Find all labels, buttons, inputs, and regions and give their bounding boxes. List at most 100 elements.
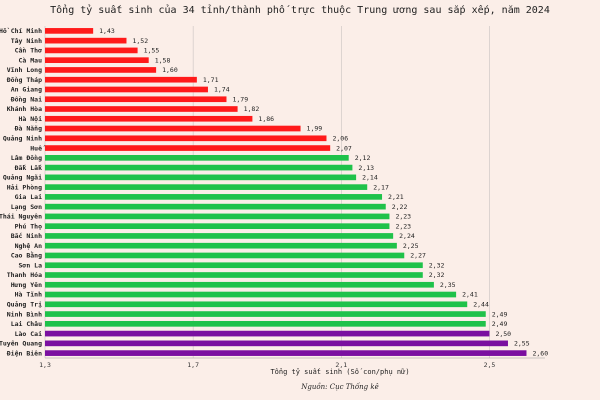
category-label: Hà Nội <box>19 114 43 123</box>
bar <box>45 135 327 142</box>
value-label: 2,32 <box>429 261 445 269</box>
bar <box>45 67 157 73</box>
value-label: 2,23 <box>395 213 411 221</box>
category-label: Phú Thọ <box>15 222 42 230</box>
bar <box>45 330 490 337</box>
bar <box>45 37 127 44</box>
value-label: 2,49 <box>492 310 508 318</box>
category-label: Ninh Bình <box>7 310 42 318</box>
category-label: Khánh Hòa <box>7 105 42 113</box>
category-label: Cần Thơ <box>15 47 42 55</box>
value-label: 2,13 <box>358 164 374 172</box>
value-label: 2,27 <box>410 252 426 260</box>
labels-layer: Hồ Chí Minh 1,43 Tây Ninh 1,52 Cần Thơ 1,55 Cà… <box>0 27 548 357</box>
value-label: 1,58 <box>155 56 171 64</box>
value-label: 1,43 <box>99 27 115 35</box>
bar <box>45 262 423 269</box>
value-label: 2,55 <box>514 340 530 348</box>
category-label: An Giang <box>11 86 42 94</box>
value-label: 1,99 <box>307 125 323 133</box>
bar <box>45 76 197 83</box>
category-label: Bắc Ninh <box>11 232 42 240</box>
bar <box>45 28 94 34</box>
category-label: Gia Lai <box>15 193 42 201</box>
category-label: Quảng Ngãi <box>3 174 42 182</box>
bar <box>45 154 349 161</box>
category-label: Đắk Lắk <box>15 164 42 172</box>
value-label: 1,52 <box>132 37 148 45</box>
value-label: 2,60 <box>532 349 548 357</box>
bar <box>45 47 138 54</box>
value-label: 2,14 <box>362 174 378 182</box>
value-label: 1,71 <box>203 76 219 84</box>
category-label: Tây Ninh <box>11 37 42 45</box>
value-label: 2,49 <box>492 320 508 328</box>
category-label: Thanh Hóa <box>7 271 42 279</box>
bar <box>45 311 486 317</box>
value-label: 2,44 <box>473 300 489 308</box>
value-label: 1,86 <box>258 115 274 123</box>
value-label: 2,21 <box>388 193 404 201</box>
category-label: Hồ Chí Minh <box>0 27 42 35</box>
source-note: Nguồn: Cục Thống kê <box>301 383 379 391</box>
value-label: 1,60 <box>162 66 178 74</box>
grid-layer <box>44 26 490 358</box>
value-label: 2,12 <box>355 154 371 162</box>
value-label: 1,74 <box>214 86 230 94</box>
bar <box>45 272 423 278</box>
category-label: Quảng Trị <box>7 300 42 308</box>
category-label: Vĩnh Long <box>7 66 42 74</box>
category-label: Quảng Ninh <box>3 134 42 142</box>
bar <box>45 106 238 112</box>
value-label: 2,07 <box>336 144 352 152</box>
bar <box>45 57 149 64</box>
category-label: Hải Phòng <box>7 183 42 191</box>
category-label: Cà Mau <box>19 56 43 64</box>
category-label: Cao Bằng <box>11 251 42 260</box>
x-tick-label: 2,5 <box>484 361 496 369</box>
bar <box>45 291 457 298</box>
category-label: Lạng Sơn <box>11 203 42 211</box>
category-label: Đồng Tháp <box>7 76 42 84</box>
bar <box>45 145 331 151</box>
value-label: 1,55 <box>144 47 160 55</box>
category-label: Điện Biên <box>7 348 42 357</box>
category-label: Đà Nẵng <box>15 125 42 133</box>
bar <box>45 86 208 93</box>
category-label: Lai Châu <box>11 320 42 328</box>
value-label: 2,35 <box>440 281 456 289</box>
bar <box>45 213 390 220</box>
bar <box>45 252 405 259</box>
value-label: 2,22 <box>392 203 408 211</box>
value-label: 2,23 <box>395 222 411 230</box>
category-label: Tuyên Quang <box>0 340 42 348</box>
value-label: 2,41 <box>462 291 478 299</box>
category-label: Thái Nguyên <box>0 213 42 221</box>
bar <box>45 281 434 288</box>
category-label: Lâm Đồng <box>11 154 42 162</box>
bar <box>45 223 390 230</box>
bar <box>45 96 227 103</box>
value-label: 1,82 <box>244 105 260 113</box>
x-tick-label: 1,3 <box>39 361 51 369</box>
category-label: Nghệ An <box>15 241 42 250</box>
bar <box>45 203 386 210</box>
bar <box>45 340 508 347</box>
ticks-layer: 1,3 1,7 2,1 2,5 <box>39 357 545 369</box>
x-tick-label: 2,1 <box>335 361 347 369</box>
bar <box>45 125 301 132</box>
category-label: Lào Cai <box>15 330 42 338</box>
bar <box>45 350 527 356</box>
value-label: 2,50 <box>495 330 511 338</box>
bar <box>45 301 468 308</box>
value-label: 2,17 <box>373 183 389 191</box>
category-label: Huế <box>30 144 46 152</box>
x-tick-label: 1,7 <box>187 361 199 369</box>
value-label: 2,24 <box>399 232 415 240</box>
chart-title: Tổng tỷ suất sinh của 34 tỉnh/thành phố … <box>50 5 550 16</box>
bar <box>45 242 397 249</box>
value-label: 1,79 <box>232 95 248 103</box>
category-label: Hưng Yên <box>11 281 42 289</box>
category-label: Sơn La <box>19 261 43 269</box>
